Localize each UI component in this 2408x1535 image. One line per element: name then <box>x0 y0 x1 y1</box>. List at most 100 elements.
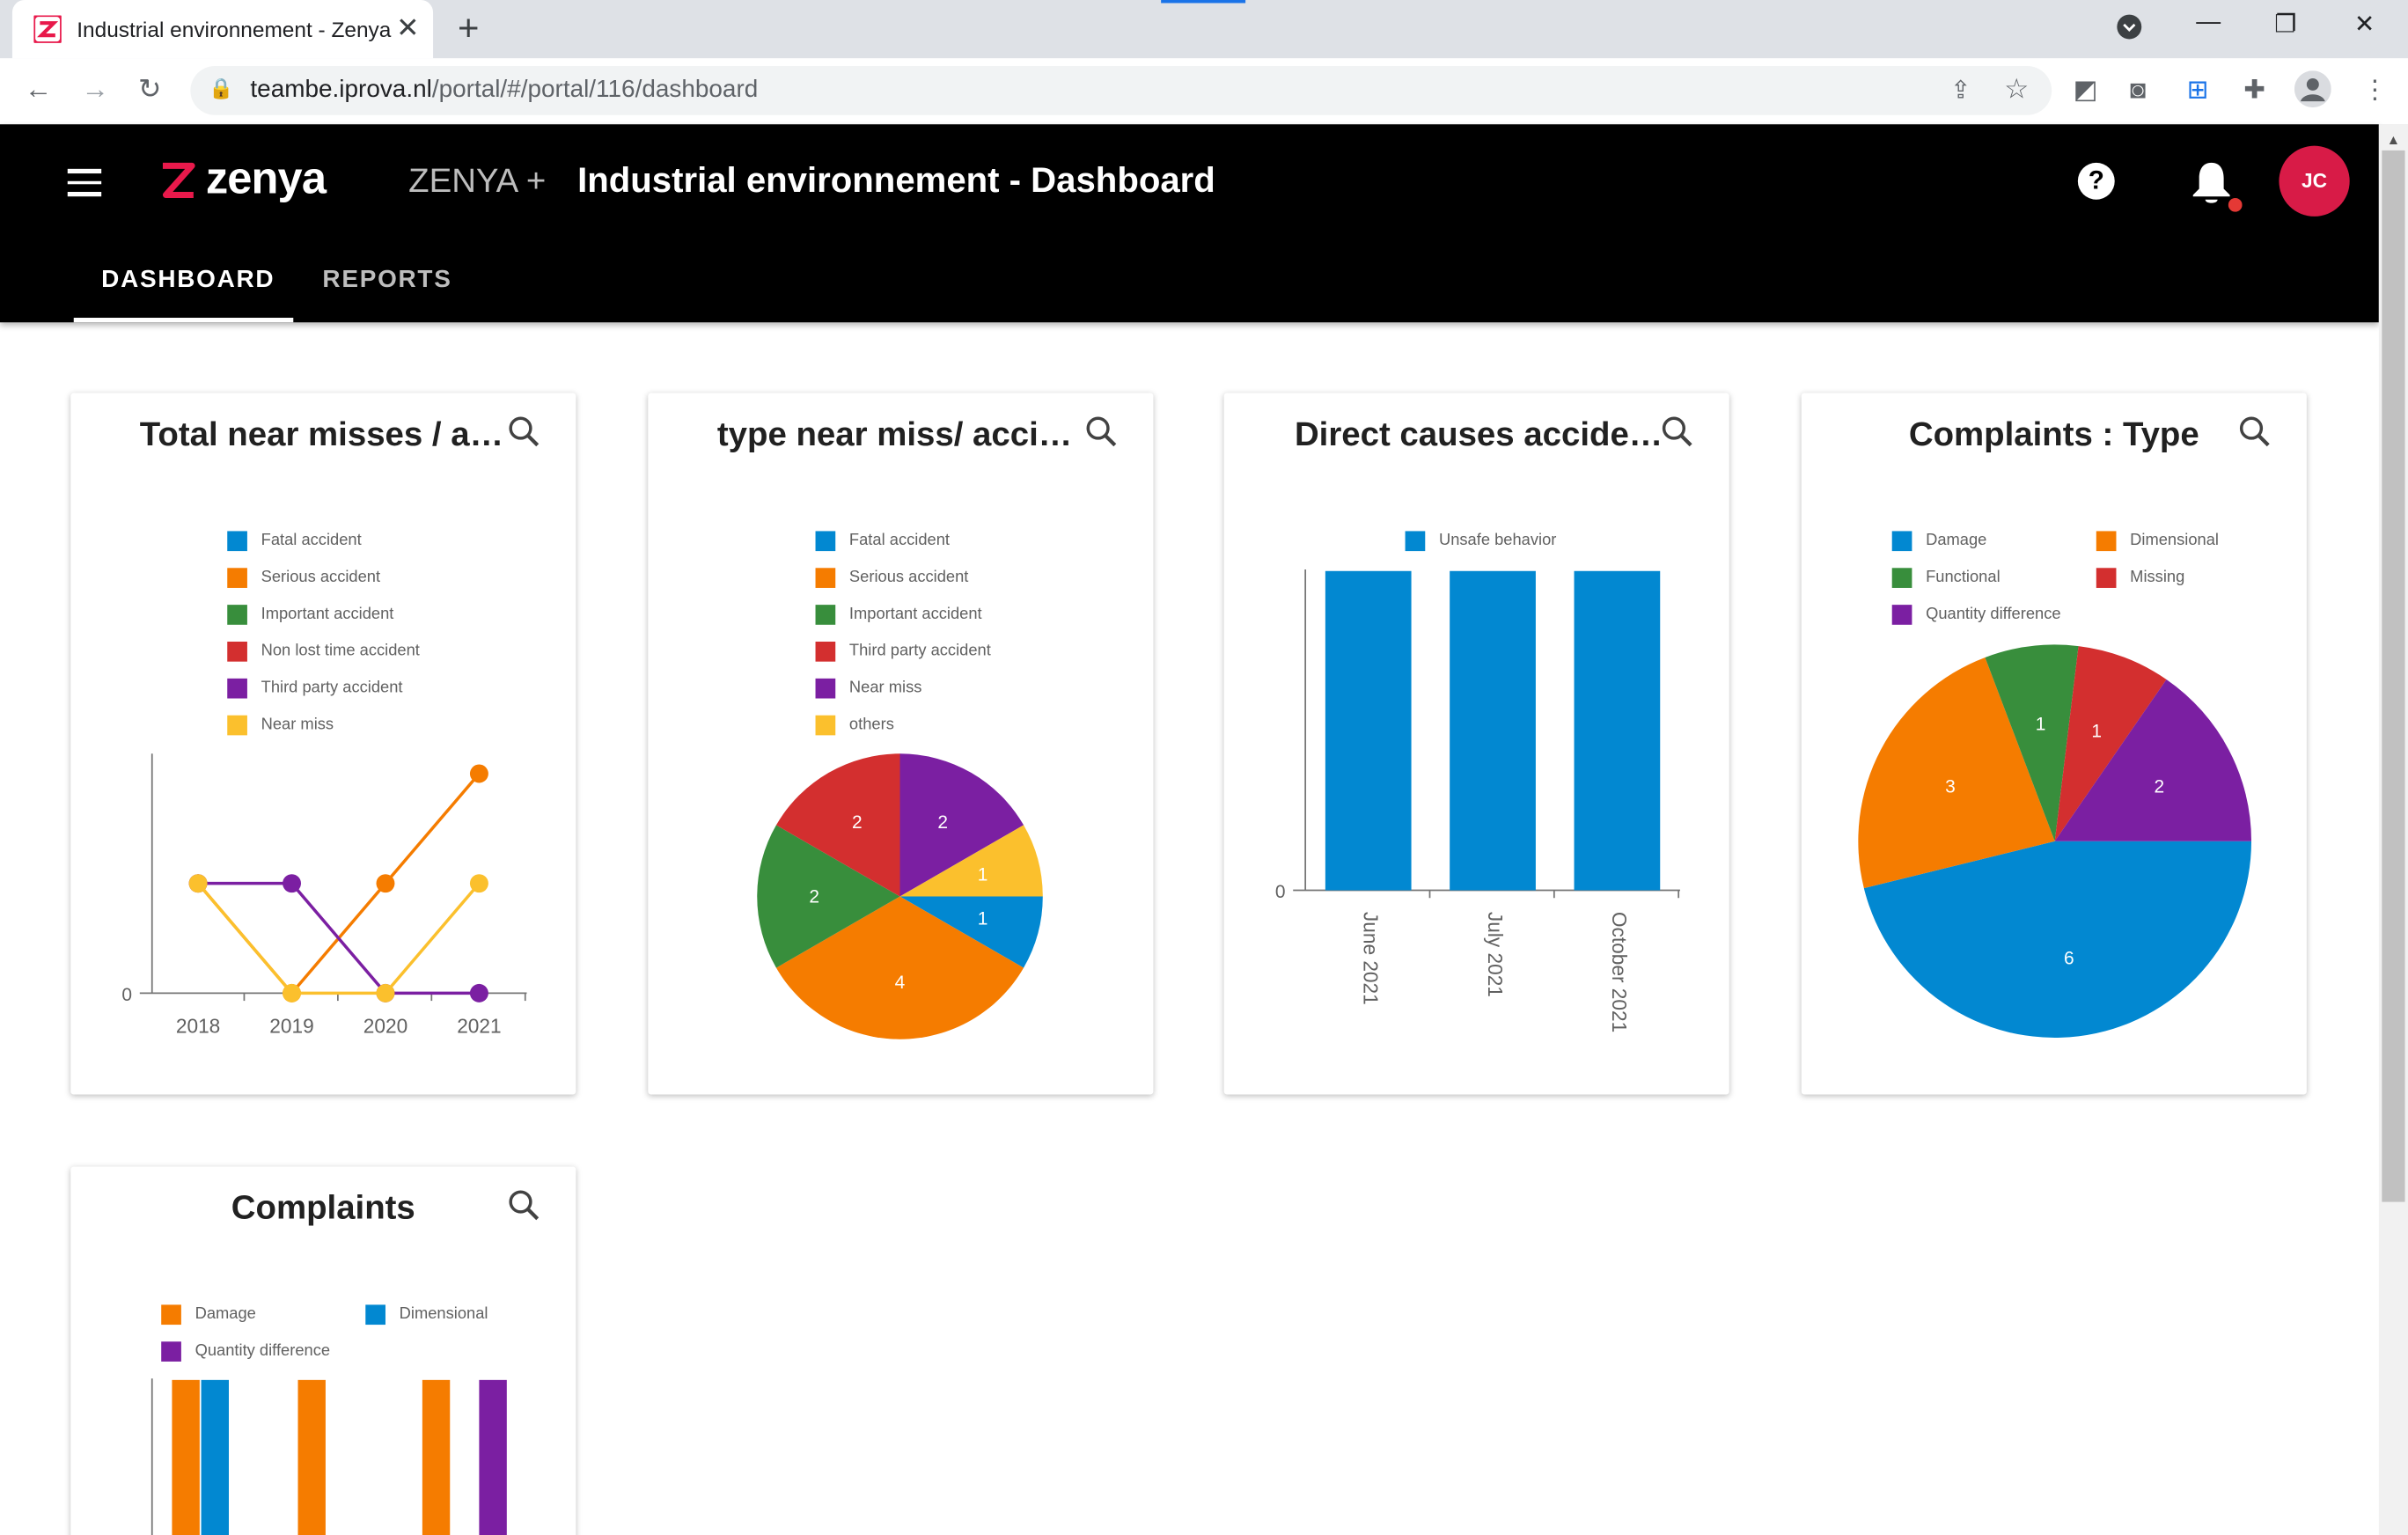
extension-icon[interactable]: ◩ <box>2073 75 2098 105</box>
search-icon[interactable] <box>507 415 540 448</box>
bar-october-2021[interactable] <box>1574 570 1661 891</box>
avatar[interactable]: JC <box>2279 145 2350 217</box>
puzzle-icon[interactable]: ✚ <box>2243 75 2266 105</box>
bar-quantity-difference[interactable] <box>479 1379 507 1535</box>
bar-july-2021[interactable] <box>1450 570 1536 891</box>
y-tick-label: 0 <box>121 985 132 1005</box>
hamburger-menu-icon[interactable] <box>67 168 102 203</box>
pie-slice-damage[interactable] <box>1863 841 2252 1038</box>
legend-swatch <box>1891 531 1912 552</box>
legend-swatch <box>2096 531 2117 552</box>
close-window-icon[interactable]: ✕ <box>2353 11 2375 39</box>
zenya-logo-icon <box>162 162 195 198</box>
slice-label: 6 <box>2064 949 2074 969</box>
legend-label: Third party accident <box>261 678 403 697</box>
legend-label: Near miss <box>261 715 334 734</box>
chart-card-direct-causes: Direct causes accide… Unsafe behavior 0 J… <box>1223 393 1729 1095</box>
pie-slice-dimensional[interactable] <box>1858 657 2055 889</box>
data-point-near-miss[interactable] <box>188 874 208 893</box>
product-label: ZENYA + <box>408 161 547 200</box>
windows-icon[interactable]: ⊞ <box>2186 75 2209 105</box>
forward-icon[interactable]: → <box>81 73 109 105</box>
scroll-up-icon[interactable]: ▲ <box>2386 131 2401 148</box>
slice-label: 2 <box>2155 776 2165 797</box>
data-point-near-miss[interactable] <box>283 983 302 1003</box>
data-point-third-party-accident[interactable] <box>283 874 302 893</box>
data-point-near-miss[interactable] <box>469 874 488 893</box>
data-point-near-miss[interactable] <box>376 983 395 1003</box>
tab-title: Industrial environnement - Zenya <box>77 17 392 42</box>
profile-icon[interactable] <box>2294 70 2331 115</box>
bar-damage[interactable] <box>172 1379 200 1535</box>
legend-swatch <box>161 1304 181 1326</box>
bookmark-star-icon[interactable]: ☆ <box>2004 73 2030 105</box>
tab-close-icon[interactable]: ✕ <box>396 11 420 43</box>
legend-swatch <box>815 678 836 699</box>
legend-label: Serious accident <box>848 568 969 587</box>
page-scrollbar[interactable]: ▲ <box>2378 124 2408 1535</box>
restore-icon[interactable]: ❐ <box>2274 11 2297 39</box>
url-text: teambe.iprova.nl/portal/#/portal/116/das… <box>250 77 758 104</box>
chart-card-complaints: Complaints Damage Dimensional Quantity dif… <box>70 1166 576 1535</box>
x-tick-label: July 2021 <box>1484 912 1507 997</box>
pie-slice-important-accident[interactable] <box>757 825 900 968</box>
legend-swatch <box>815 641 836 662</box>
profile-dropdown-icon[interactable] <box>2116 14 2142 48</box>
menu-kebab-icon[interactable]: ⋮ <box>2361 75 2389 105</box>
card-title: Complaints <box>231 1187 415 1227</box>
bar-damage[interactable] <box>297 1379 326 1535</box>
share-icon[interactable]: ⇪ <box>1950 77 1971 105</box>
x-tick-label: 2021 <box>457 1015 501 1038</box>
back-icon[interactable]: ← <box>24 73 53 105</box>
slice-label: 1 <box>978 864 988 885</box>
legend-label: others <box>848 715 894 734</box>
search-icon[interactable] <box>2237 415 2271 448</box>
search-icon[interactable] <box>1084 415 1118 448</box>
legend-swatch <box>815 531 836 552</box>
notification-badge <box>2228 197 2243 212</box>
legend-label: Missing <box>2130 568 2185 587</box>
pie-slice-quantity-difference[interactable] <box>2054 679 2252 841</box>
pie-chart: 1 4 2 2 2 1 <box>757 753 1043 1039</box>
scrollbar-thumb[interactable] <box>2382 150 2405 1202</box>
search-icon[interactable] <box>1660 415 1693 448</box>
notification-bell-icon[interactable] <box>2190 159 2233 205</box>
help-icon[interactable]: ? <box>2077 162 2115 200</box>
new-tab-icon[interactable]: + <box>457 7 480 49</box>
pie-slice-third-party-accident[interactable] <box>775 753 900 897</box>
legend-label: Important accident <box>261 605 394 624</box>
browser-tab[interactable]: Industrial environnement - Zenya ✕ <box>11 0 434 59</box>
bar-dimensional[interactable] <box>201 1379 229 1535</box>
pie-slice-functional[interactable] <box>1985 644 2079 841</box>
data-point-serious-accident[interactable] <box>469 764 488 783</box>
legend-swatch <box>227 641 247 662</box>
bar-damage[interactable] <box>422 1379 451 1535</box>
chart-card-near-misses: Total near misses / a… Fatal accident Ser… <box>70 393 576 1095</box>
y-tick-label: 0 <box>1275 882 1286 902</box>
pie-slice-missing[interactable] <box>2054 646 2167 841</box>
pie-slice-fatal-accident[interactable] <box>899 896 1043 968</box>
legend-label: Fatal accident <box>848 531 951 550</box>
bar-june-2021[interactable] <box>1325 570 1412 891</box>
x-tick-label: October 2021 <box>1608 912 1631 1032</box>
data-point-serious-accident[interactable] <box>376 874 395 893</box>
slice-label: 3 <box>1945 776 1956 797</box>
legend-swatch <box>2096 568 2117 588</box>
legend-swatch <box>161 1341 181 1362</box>
camera-icon[interactable]: ◙ <box>2130 75 2147 105</box>
pie-slice-near-miss[interactable] <box>899 753 1024 897</box>
chart-card-complaints-type: Complaints : Type Damage Dimensional Funct… <box>1801 393 2307 1095</box>
tab-dashboard[interactable]: DASHBOARD <box>101 267 275 294</box>
card-title: Total near misses / a… <box>139 414 504 453</box>
reload-icon[interactable]: ↻ <box>138 73 162 105</box>
tab-reports[interactable]: REPORTS <box>322 267 452 294</box>
data-point-third-party-accident[interactable] <box>469 983 488 1003</box>
search-icon[interactable] <box>507 1188 540 1222</box>
minimize-icon[interactable]: — <box>2196 9 2221 36</box>
bar-chart <box>150 1378 507 1535</box>
pie-slice-others[interactable] <box>899 825 1043 897</box>
legend-swatch <box>227 531 247 552</box>
address-bar[interactable]: 🔒 teambe.iprova.nl/portal/#/portal/116/d… <box>190 65 2052 115</box>
x-tick-label: June 2021 <box>1359 912 1382 1005</box>
